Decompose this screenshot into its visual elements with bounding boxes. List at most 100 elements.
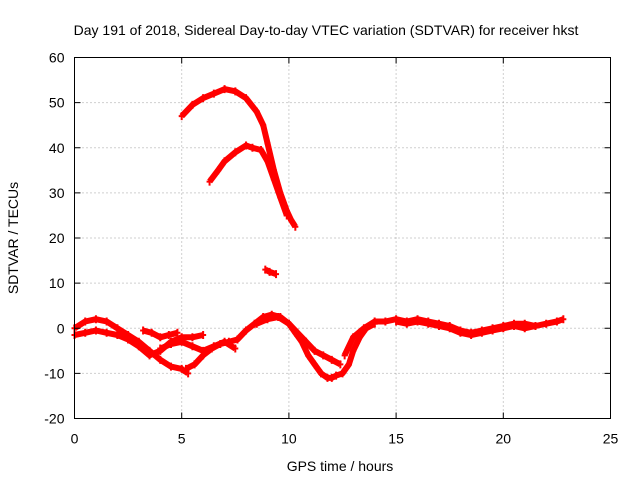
- data-point: [425, 319, 432, 328]
- data-point: [511, 321, 518, 330]
- x-tick-label: 5: [178, 431, 186, 447]
- data-point: [273, 270, 280, 279]
- data-point: [266, 267, 273, 276]
- data-point: [114, 324, 121, 333]
- data-point: [298, 337, 305, 346]
- data-point: [478, 328, 485, 337]
- data-point: [457, 328, 464, 337]
- data-point: [189, 342, 196, 351]
- data-point: [253, 107, 260, 116]
- data-point: [140, 326, 147, 335]
- data-point: [148, 328, 155, 337]
- data-point: [221, 85, 228, 94]
- data-point: [217, 340, 224, 349]
- data-point: [178, 337, 185, 346]
- data-point: [468, 331, 475, 340]
- y-tick-label: 20: [49, 230, 65, 246]
- data-point: [206, 177, 213, 186]
- y-tick-label: -10: [44, 365, 64, 381]
- data-point: [167, 340, 174, 349]
- data-point: [435, 321, 442, 330]
- data-point: [337, 360, 344, 369]
- data-point: [318, 369, 325, 378]
- data-point: [221, 157, 228, 166]
- data-point: [157, 333, 164, 342]
- x-tick-label: 20: [496, 431, 512, 447]
- x-tick-label: 25: [603, 431, 619, 447]
- chart-title: Day 191 of 2018, Sidereal Day-to-day VTE…: [74, 22, 579, 38]
- y-tick-label: -20: [44, 411, 64, 427]
- ticks: 0 5 10 15 20 25 -20 -10 0 10 20 30 40 50 60: [44, 50, 618, 447]
- data-point: [264, 315, 271, 324]
- data-point: [178, 112, 185, 121]
- data-point: [403, 319, 410, 328]
- data-point: [215, 166, 222, 175]
- data-point: [200, 331, 207, 340]
- data-point: [232, 87, 239, 96]
- data-point: [103, 328, 110, 337]
- data-point: [191, 360, 198, 369]
- y-tick-label: 10: [49, 275, 65, 291]
- data-point: [446, 324, 453, 333]
- x-tick-label: 10: [281, 431, 297, 447]
- data-point: [165, 331, 172, 340]
- data-point: [243, 326, 250, 335]
- data-point: [489, 326, 496, 335]
- data-point: [311, 346, 318, 355]
- data-point: [260, 121, 267, 130]
- x-tick-label: 0: [71, 431, 79, 447]
- data-point: [371, 317, 378, 326]
- data-point: [345, 360, 352, 369]
- data-point: [553, 317, 560, 326]
- data-point: [234, 335, 241, 344]
- data-point: [167, 362, 174, 371]
- data-point: [200, 94, 207, 103]
- data-point: [393, 317, 400, 326]
- data-point: [350, 333, 357, 342]
- data-point: [200, 351, 207, 360]
- x-tick-label: 15: [388, 431, 404, 447]
- data-point: [157, 355, 164, 364]
- data-point: [125, 335, 132, 344]
- data-point: [292, 222, 299, 231]
- data-point: [210, 89, 217, 98]
- data-point: [341, 351, 348, 360]
- y-tick-label: 40: [49, 140, 65, 156]
- data-point: [288, 215, 295, 224]
- data-point: [157, 344, 164, 353]
- data-point: [135, 342, 142, 351]
- data-point: [285, 319, 292, 328]
- y-tick-label: 30: [49, 185, 65, 201]
- data-point: [92, 326, 99, 335]
- data-point: [82, 328, 89, 337]
- data-point: [521, 324, 528, 333]
- data-point: [208, 344, 215, 353]
- data-point: [264, 157, 271, 166]
- data-point: [305, 351, 312, 360]
- data-point: [249, 143, 256, 152]
- data-point: [232, 344, 239, 353]
- data-point: [275, 312, 282, 321]
- data-point: [333, 371, 340, 380]
- x-axis-label: GPS time / hours: [287, 458, 394, 474]
- data-point: [253, 319, 260, 328]
- y-tick-label: 0: [57, 320, 65, 336]
- data-point: [270, 175, 277, 184]
- data-point: [277, 193, 284, 202]
- data-point: [532, 321, 539, 330]
- data-point: [360, 324, 367, 333]
- data-point: [146, 351, 153, 360]
- data-series: [71, 85, 567, 382]
- data-point: [243, 141, 250, 150]
- data-point: [414, 317, 421, 326]
- data-point: [311, 360, 318, 369]
- data-point: [320, 351, 327, 360]
- data-point: [292, 328, 299, 337]
- data-point: [382, 317, 389, 326]
- y-tick-label: 60: [49, 50, 65, 66]
- data-point: [189, 333, 196, 342]
- data-point: [350, 346, 357, 355]
- y-tick-label: 50: [49, 95, 65, 111]
